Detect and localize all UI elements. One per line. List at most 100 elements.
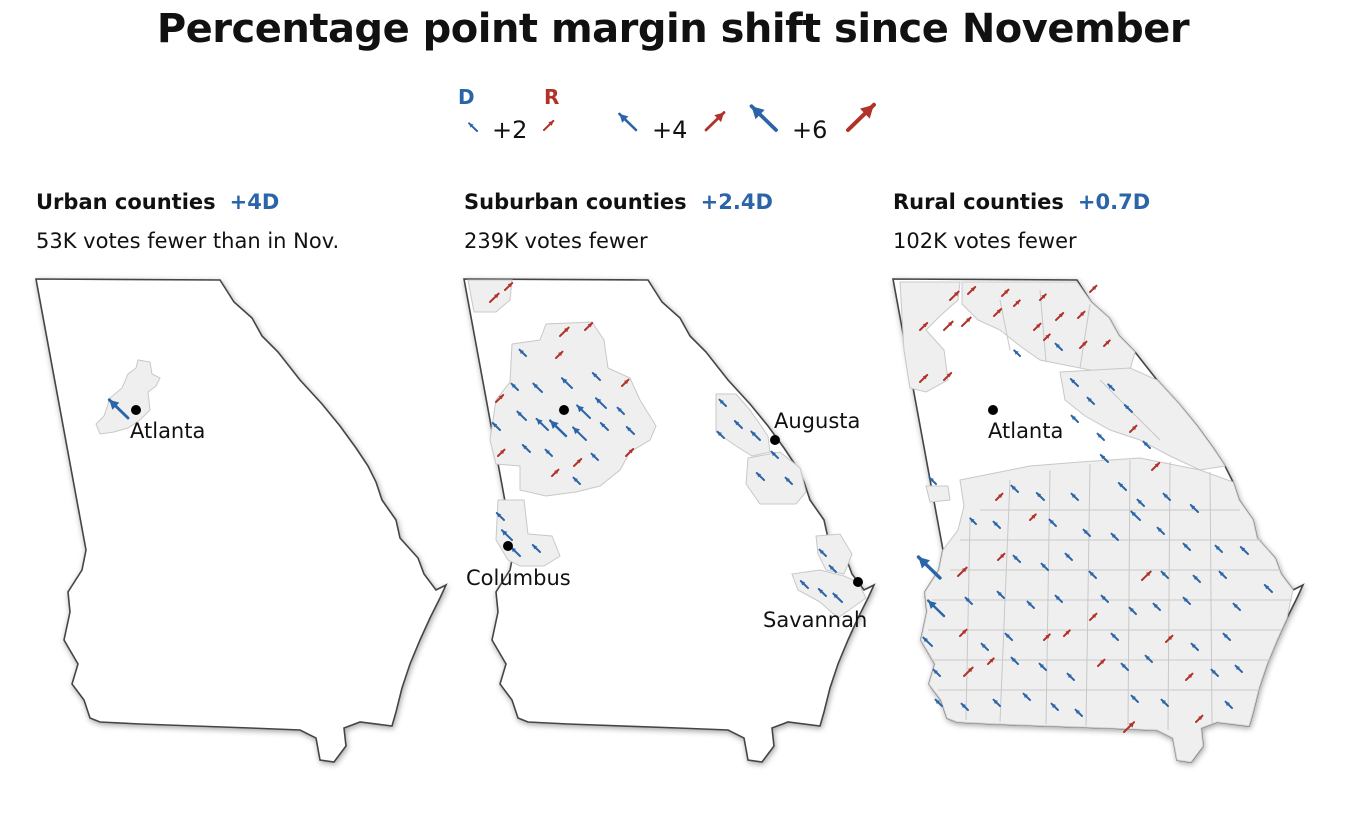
arrow-suburban-42 [818, 548, 827, 557]
arrow-suburban-19 [548, 419, 568, 438]
arrow-suburban-17 [516, 410, 527, 421]
arrow-suburban-11 [532, 382, 543, 393]
arrow-rural-45 [1110, 532, 1119, 541]
city-label-atlanta-urban: Atlanta [130, 419, 205, 443]
suburban-region-savannah [791, 569, 867, 619]
arrow-rural-99 [1022, 692, 1031, 701]
city-label-columbus: Columbus [466, 566, 571, 590]
arrow-rural-96 [934, 698, 943, 707]
arrow-suburban-5 [518, 348, 527, 357]
legend-arrow-d-4 [618, 112, 638, 132]
map-suburban-georgia: Augusta Columbus Savannah [463, 278, 876, 763]
arrow-suburban-37 [716, 430, 725, 439]
city-label-augusta: Augusta [774, 409, 860, 433]
arrow-rural-70 [1152, 602, 1161, 611]
arrow-suburban-20 [572, 426, 587, 441]
arrow-rural-16 [1043, 333, 1051, 341]
arrow-rural-78 [1063, 629, 1071, 637]
arrow-suburban-32 [500, 529, 513, 541]
panel-rural-shift: +0.7D [1077, 190, 1151, 214]
arrow-rural-77 [1043, 633, 1051, 641]
panel-urban-heading: Urban counties +4D [36, 190, 279, 214]
arrow-suburban-18 [535, 417, 549, 431]
arrow-rural-55 [1040, 562, 1049, 571]
arrows-rural [916, 284, 1273, 733]
arrow-rural-49 [1214, 544, 1223, 553]
arrow-rural-76 [1004, 632, 1013, 641]
arrow-suburban-30 [572, 476, 581, 485]
arrow-rural-24 [1123, 404, 1133, 413]
arrow-suburban-35 [718, 398, 727, 407]
legend-d-label: D [458, 85, 475, 109]
arrow-suburban-7 [591, 372, 601, 381]
arrow-rural-32 [995, 492, 1004, 501]
arrow-rural-62 [1263, 584, 1273, 593]
city-label-atlanta-rural: Atlanta [988, 419, 1063, 443]
arrow-rural-39 [1189, 504, 1199, 513]
arrow-rural-10 [1033, 322, 1042, 331]
arrow-rural-19 [1103, 339, 1111, 347]
legend-step-6: +6 [792, 116, 828, 144]
arrow-rural-58 [1141, 570, 1152, 581]
arrow-rural-63 [926, 599, 946, 618]
rural-county-regions [899, 281, 1294, 763]
panel-urban-subtitle: 53K votes fewer than in Nov. [36, 229, 340, 253]
rural-region-northwest [899, 281, 961, 393]
arrow-rural-89 [1066, 672, 1075, 681]
arrow-suburban-43 [828, 564, 837, 573]
city-dot-savannah [853, 577, 863, 587]
arrow-suburban-12 [560, 377, 573, 389]
arrow-rural-50 [1239, 546, 1249, 555]
arrow-rural-28 [1142, 440, 1151, 449]
arrow-suburban-21 [599, 422, 609, 431]
rural-region-east-band [1059, 367, 1226, 471]
legend-arrow-d-2 [468, 122, 478, 132]
arrow-rural-18 [1079, 340, 1088, 349]
arrow-rural-36 [1117, 482, 1127, 491]
city-dot-augusta [770, 435, 780, 445]
arrow-rural-57 [1088, 570, 1097, 579]
arrow-rural-38 [1162, 492, 1171, 501]
rural-county-lines [928, 289, 1292, 731]
arrow-rural-86 [987, 657, 995, 665]
arrow-rural-25 [1070, 414, 1079, 423]
panel-suburban-shift: +2.4D [700, 190, 773, 214]
arrow-rural-93 [1185, 672, 1194, 681]
arrow-suburban-29 [551, 468, 560, 477]
rural-region-west-strip [925, 485, 951, 503]
arrow-rural-1 [949, 290, 960, 301]
arrow-rural-27 [1129, 424, 1138, 433]
legend: D R +2 +4 +6 [440, 80, 900, 150]
city-dot-columbus [503, 541, 513, 551]
legend-arrow-r-4 [704, 111, 726, 132]
arrow-rural-20 [1013, 349, 1021, 357]
arrow-rural-102 [1123, 721, 1136, 733]
suburban-region-savannah-upper [815, 533, 853, 575]
arrow-rural-29 [1099, 454, 1109, 463]
arrow-suburban-45 [817, 588, 827, 597]
arrow-rural-80 [1110, 632, 1119, 641]
arrow-suburban-10 [510, 382, 519, 391]
rural-region-south [920, 457, 1294, 763]
panel-urban-title: Urban counties [36, 190, 216, 214]
suburban-region-augusta-south [745, 451, 807, 505]
arrow-rural-35 [1070, 492, 1079, 501]
arrow-rural-7 [961, 316, 972, 327]
arrow-rural-72 [1232, 602, 1241, 611]
arrow-rural-92 [1144, 654, 1153, 663]
arrow-suburban-27 [590, 452, 599, 461]
arrow-rural-84 [932, 668, 941, 677]
arrow-suburban-25 [544, 448, 553, 457]
urban-county-region [95, 359, 161, 435]
panel-urban-shift: +4D [229, 190, 280, 214]
arrow-rural-103 [1130, 694, 1139, 703]
arrow-rural-4 [1039, 293, 1047, 301]
arrow-rural-30 [1151, 462, 1161, 471]
arrow-rural-67 [1054, 594, 1063, 603]
arrow-rural-74 [959, 628, 968, 637]
arrows-suburban [489, 282, 843, 603]
arrow-suburban-9 [495, 394, 505, 403]
arrow-rural-3 [1001, 288, 1010, 297]
arrow-rural-95 [1234, 664, 1243, 673]
legend-step-4: +4 [652, 116, 688, 144]
